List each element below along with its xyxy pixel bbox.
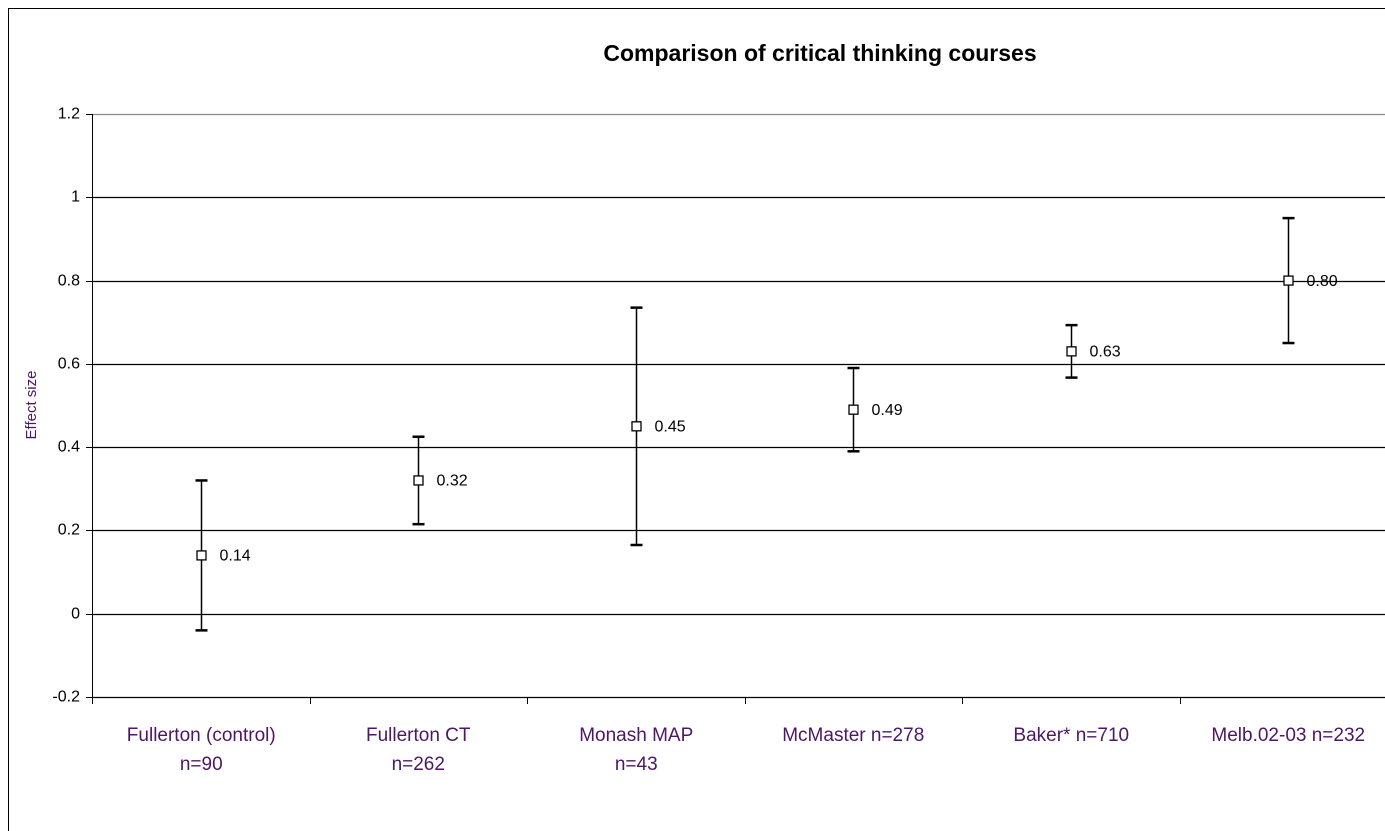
value-label: 0.63 bbox=[1090, 344, 1121, 361]
value-label: 0.45 bbox=[655, 419, 686, 436]
marker bbox=[1066, 346, 1077, 357]
marker bbox=[196, 550, 207, 561]
marker bbox=[413, 475, 424, 486]
y-axis-label: Effect size bbox=[23, 371, 40, 440]
marker bbox=[631, 421, 642, 432]
y-tick-label: 0.6 bbox=[58, 356, 80, 373]
x-tick-label: Monash MAP n=43 bbox=[579, 725, 694, 775]
y-tick-label: 0.8 bbox=[58, 273, 80, 290]
y-tick-label: -0.2 bbox=[52, 689, 80, 706]
x-tick-label: Fullerton (control) n=90 bbox=[126, 725, 276, 775]
chart-title: Comparison of critical thinking courses bbox=[603, 40, 1036, 66]
marker bbox=[848, 404, 859, 415]
x-tick-label: Melb.02-03 n=232 bbox=[1211, 725, 1366, 746]
x-tick-label: Fullerton CT n=262 bbox=[365, 725, 471, 775]
value-label: 0.80 bbox=[1307, 273, 1338, 290]
value-label: 0.32 bbox=[437, 473, 468, 490]
value-label: 0.49 bbox=[872, 402, 903, 419]
y-tick-label: 0.4 bbox=[58, 439, 80, 456]
chart-border bbox=[8, 8, 1385, 831]
x-tick-label: Baker* n=710 bbox=[1013, 725, 1130, 746]
y-tick-label: 0 bbox=[71, 606, 80, 623]
x-tick-label: McMaster n=278 bbox=[782, 725, 925, 746]
marker bbox=[1283, 275, 1294, 286]
y-tick-label: 1.2 bbox=[58, 106, 80, 123]
y-tick-label: 0.2 bbox=[58, 522, 80, 539]
y-tick-label: 1 bbox=[71, 189, 80, 206]
value-label: 0.14 bbox=[220, 548, 251, 565]
